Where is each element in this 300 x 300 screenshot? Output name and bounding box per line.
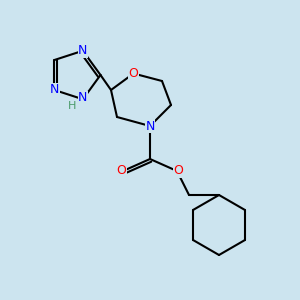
Text: N: N	[78, 91, 88, 104]
Text: O: O	[129, 67, 138, 80]
Text: N: N	[50, 83, 59, 97]
Text: N: N	[78, 44, 88, 57]
Text: H: H	[68, 101, 76, 111]
Text: O: O	[117, 164, 126, 178]
Text: O: O	[174, 164, 183, 178]
Text: N: N	[145, 119, 155, 133]
